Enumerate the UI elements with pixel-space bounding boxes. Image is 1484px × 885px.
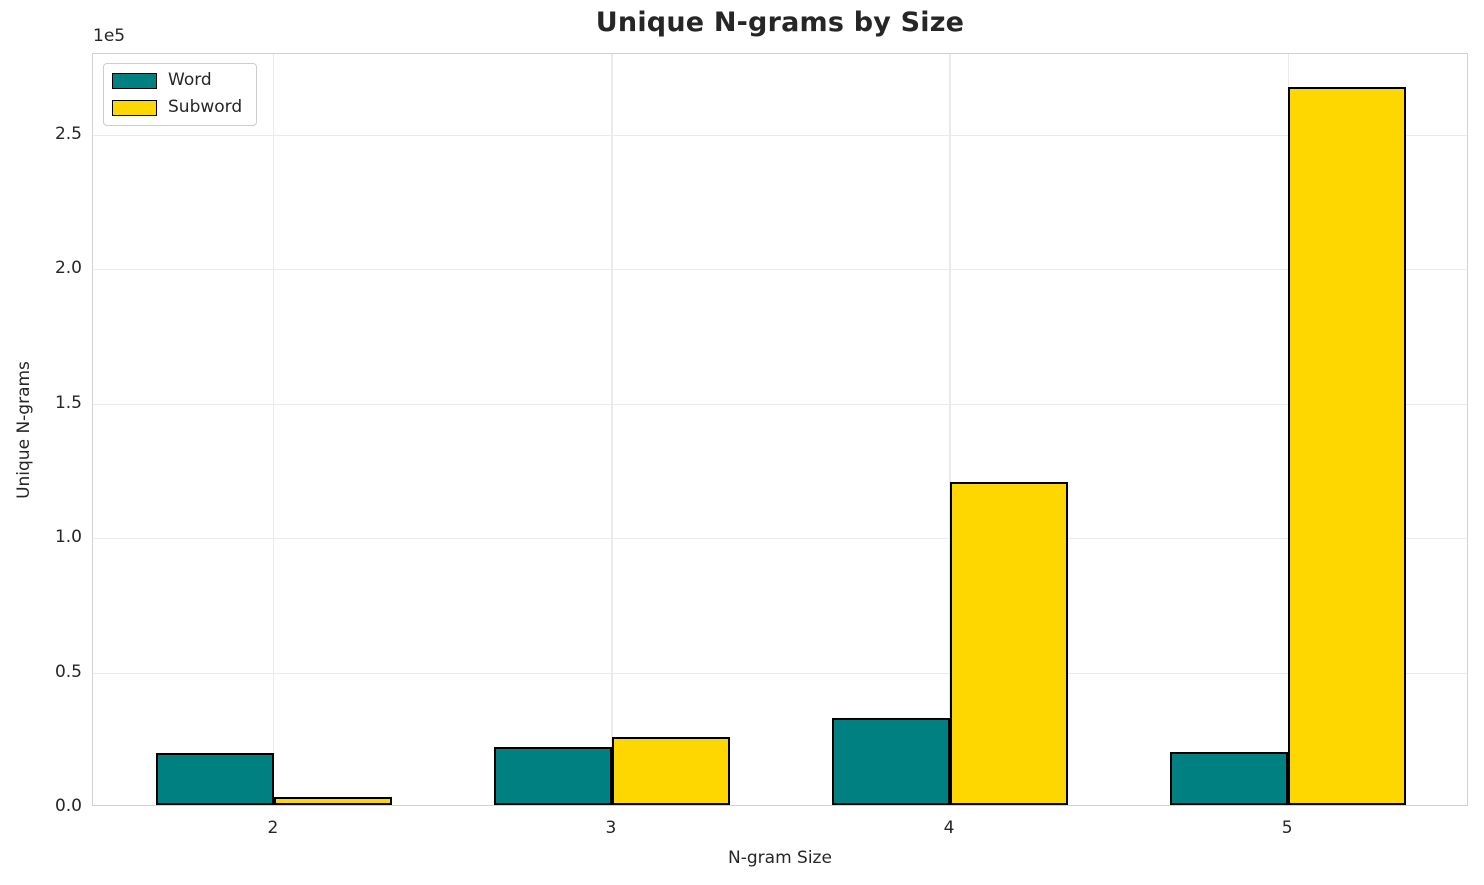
y-axis-label: Unique N-grams — [14, 361, 34, 499]
gridline-x-2 — [273, 54, 275, 805]
bar-word-5 — [1169, 751, 1289, 805]
y-tick-label-1.0: 1.0 — [54, 527, 82, 548]
legend: Word Subword — [103, 63, 258, 126]
gridline-y-2.5 — [93, 134, 1467, 136]
x-tick-label-3: 3 — [605, 818, 617, 838]
bar-subword-3 — [611, 737, 731, 805]
bar-word-2 — [155, 752, 274, 805]
x-tick-label-5: 5 — [1281, 818, 1293, 838]
bar-subword-2 — [273, 796, 393, 805]
y-tick-label-1.5: 1.5 — [54, 392, 82, 413]
x-tick-label-4: 4 — [943, 818, 955, 838]
y-tick-label-2.0: 2.0 — [54, 258, 82, 279]
gridline-y-1.0 — [93, 538, 1467, 540]
y-tick-label-0.0: 0.0 — [54, 796, 82, 816]
bar-word-4 — [831, 717, 951, 805]
x-axis-label: N-gram Size — [728, 848, 832, 868]
gridline-y-0.5 — [93, 672, 1467, 674]
legend-swatch-subword — [112, 99, 157, 116]
bar-word-3 — [493, 747, 612, 805]
bar-subword-5 — [1288, 86, 1407, 805]
legend-label-subword: Subword — [168, 97, 243, 117]
legend-swatch-word — [112, 72, 157, 89]
legend-item-subword: Subword — [112, 99, 242, 116]
y-tick-label-0.5: 0.5 — [54, 661, 82, 682]
bar-subword-4 — [950, 482, 1069, 805]
chart-title: Unique N-grams by Size — [595, 7, 965, 38]
gridline-y-2.0 — [93, 269, 1467, 271]
plot-area: Word Subword — [92, 53, 1468, 806]
x-tick-label-2: 2 — [267, 818, 279, 838]
gridline-x-4 — [949, 54, 951, 805]
y-axis-offset-text: 1e5 — [93, 26, 126, 46]
gridline-x-3 — [611, 54, 613, 805]
legend-item-word: Word — [112, 72, 242, 89]
legend-label-word: Word — [168, 70, 212, 90]
gridline-y-1.5 — [93, 403, 1467, 405]
gridline-x-5 — [1287, 54, 1289, 805]
y-tick-label-2.5: 2.5 — [54, 123, 82, 144]
